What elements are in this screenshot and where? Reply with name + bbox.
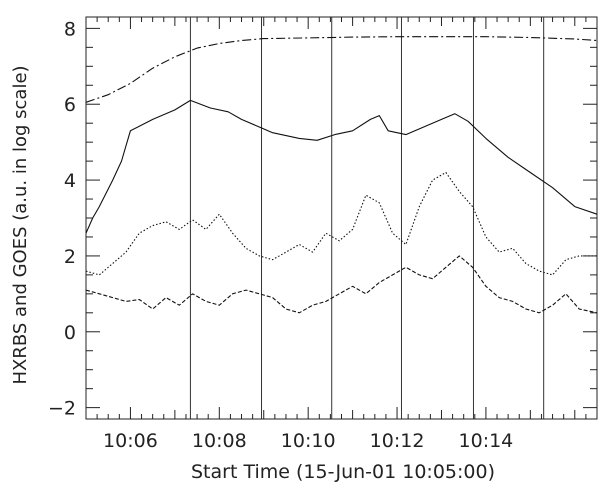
y-tick-label: 4: [64, 170, 76, 192]
y-tick-label: 8: [64, 18, 76, 40]
series-line-dash-dot: [85, 36, 598, 103]
y-axis-label: HXRBS and GOES (a.u. in log scale): [10, 65, 31, 384]
series-line-dashed: [85, 255, 598, 314]
series-line-dotted: [85, 171, 597, 276]
y-tick-label: 2: [64, 246, 76, 268]
plot-frame: [85, 16, 598, 420]
y-tick-label: 0: [64, 322, 76, 344]
x-tick-label: 10:06: [103, 430, 158, 452]
x-tick-label: 10:10: [281, 430, 336, 452]
y-tick-label: 6: [64, 94, 76, 116]
x-tick-label: 10:14: [459, 430, 514, 452]
x-tick-label: 10:12: [370, 430, 425, 452]
x-axis-label: Start Time (15-Jun-01 10:05:00): [191, 461, 495, 483]
y-tick-label: −2: [48, 398, 76, 420]
x-tick-label: 10:08: [192, 430, 247, 452]
series-line-solid: [85, 99, 598, 234]
